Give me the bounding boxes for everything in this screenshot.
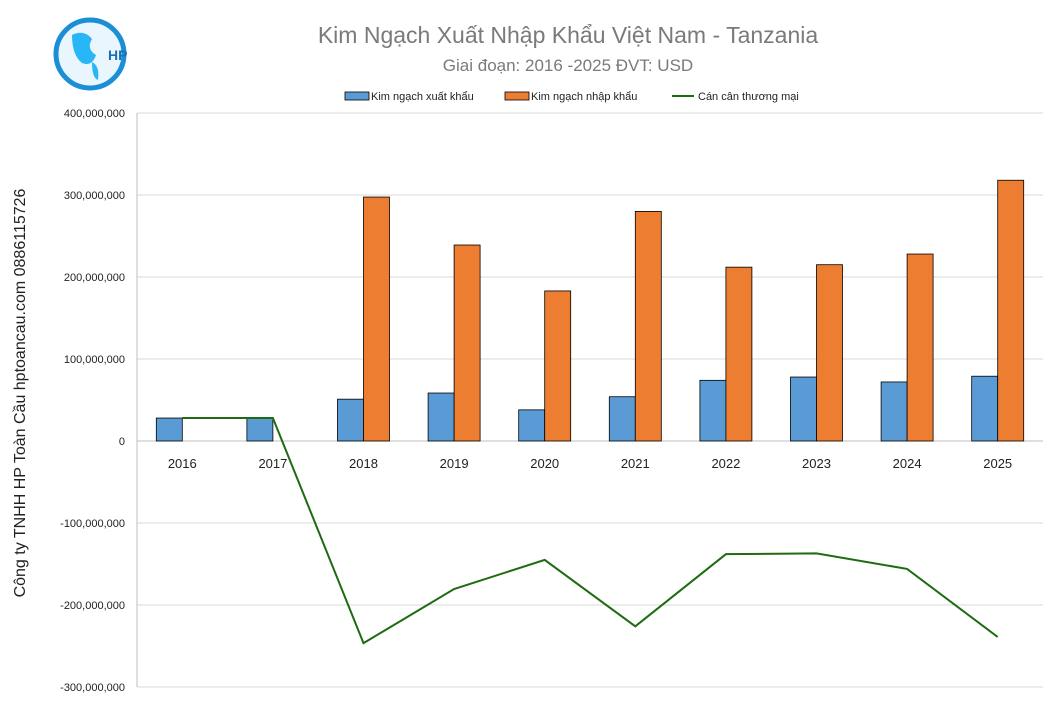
legend: Kim ngạch xuất khẩu Kim ngạch nhập khẩu Cá… [344, 91, 799, 103]
import-bar-2018 [363, 196, 390, 442]
x-tick-label: 2023 [802, 456, 831, 471]
export-bar-2021 [608, 396, 636, 442]
export-bar-2019 [427, 392, 455, 442]
export-bar-2018 [337, 398, 364, 442]
y-tick-label: 200,000,000 [64, 272, 125, 284]
x-tick-label: 2019 [440, 456, 469, 471]
x-tick-label: 2017 [258, 456, 287, 471]
x-tick-label: 2018 [349, 456, 378, 471]
y-tick-label: -100,000,000 [60, 518, 125, 530]
chart-title: Kim Ngạch Xuất Nhập Khẩu Việt Nam - Tanz… [318, 22, 819, 48]
continent-shape [72, 32, 99, 80]
chart-subtitle: Giai đoạn: 2016 -2025 ĐVT: USD [443, 56, 693, 75]
legend-label: Cán cân thương mại [698, 91, 799, 103]
x-tick-label: 2016 [168, 456, 197, 471]
import-bar-2025 [997, 179, 1025, 442]
balance-line [182, 417, 999, 645]
x-tick-label: 2024 [893, 456, 922, 471]
import-bar-2024 [906, 253, 934, 442]
y-tick-label: 400,000,000 [64, 108, 125, 120]
logo: HP [53, 17, 127, 91]
x-tick-label: 2020 [530, 456, 559, 471]
export-bar-2024 [880, 381, 908, 442]
import-bar-2021 [634, 210, 662, 442]
legend-label: Kim ngạch nhập khẩu [531, 91, 637, 103]
export-bar-2025 [971, 375, 999, 442]
legend-swatch [504, 91, 530, 101]
export-bar-2017 [246, 417, 274, 442]
export-bar-2020 [518, 409, 546, 442]
export-bar-2022 [699, 379, 727, 442]
y-tick-label: 0 [119, 436, 125, 448]
legend-swatch [344, 91, 370, 101]
y-tick-label: -300,000,000 [60, 682, 125, 694]
import-bar-2022 [725, 266, 753, 442]
x-tick-label: 2022 [711, 456, 740, 471]
export-bar-2023 [790, 376, 817, 442]
y-tick-label: -200,000,000 [60, 600, 125, 612]
side-label: Công ty TNHH HP Toàn Cầu hptoancau.com 0… [12, 188, 29, 597]
export-bar-2016 [155, 417, 183, 442]
import-bar-2023 [816, 264, 843, 442]
x-tick-label: 2021 [621, 456, 650, 471]
logo-text: HP [108, 47, 127, 63]
import-bar-2019 [453, 244, 481, 442]
y-tick-label: 100,000,000 [64, 354, 125, 366]
x-tick-label: 2025 [983, 456, 1012, 471]
legend-label: Kim ngạch xuất khẩu [371, 91, 474, 103]
import-bar-2020 [544, 290, 572, 442]
y-tick-label: 300,000,000 [64, 190, 125, 202]
